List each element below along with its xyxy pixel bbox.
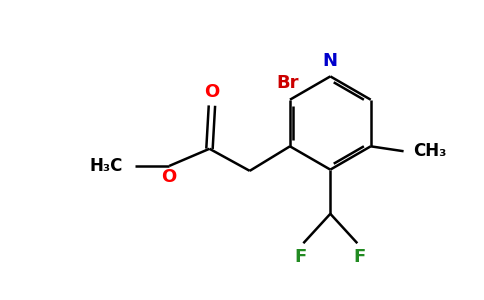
Text: N: N: [323, 52, 338, 70]
Text: CH₃: CH₃: [413, 142, 447, 160]
Text: F: F: [354, 248, 366, 266]
Text: F: F: [295, 248, 307, 266]
Text: H₃C: H₃C: [89, 157, 122, 175]
Text: Br: Br: [276, 74, 299, 92]
Text: O: O: [204, 83, 220, 101]
Text: O: O: [162, 168, 177, 186]
